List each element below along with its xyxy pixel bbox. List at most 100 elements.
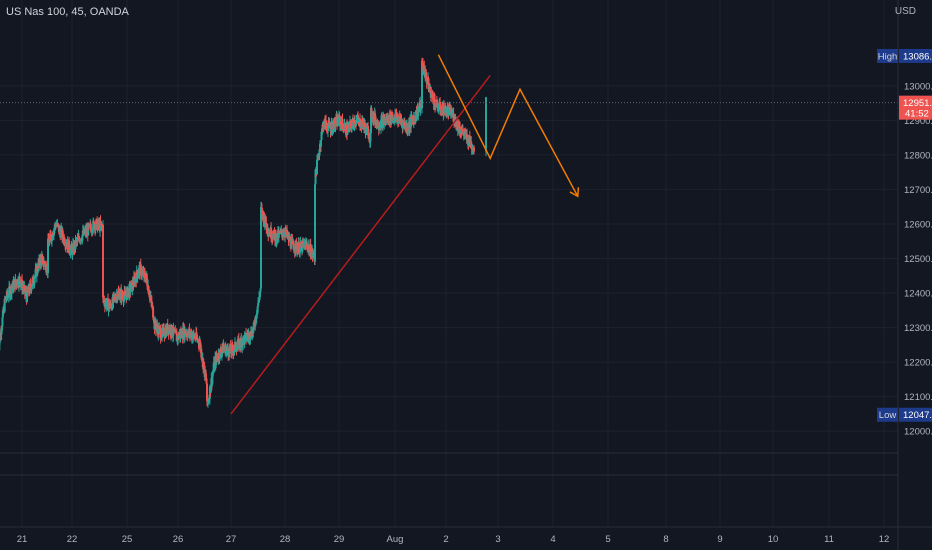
- candle-body: [200, 348, 203, 358]
- candle-body: [290, 239, 293, 249]
- candle-body: [56, 223, 59, 225]
- candle-body: [270, 227, 273, 239]
- candle-body: [320, 131, 323, 141]
- high-value: 13086.4: [903, 51, 932, 62]
- time-tick-label: 26: [173, 534, 184, 545]
- price-tick-label: 12300.0: [904, 323, 932, 334]
- candle-body: [421, 98, 423, 109]
- candle-body: [354, 120, 356, 125]
- candle-body: [159, 329, 162, 340]
- time-tick-label: 4: [550, 534, 555, 545]
- candle-body: [96, 224, 99, 231]
- time-tick-label: 9: [717, 534, 722, 545]
- candle-body: [99, 220, 102, 231]
- time-tick-label: 29: [334, 534, 345, 545]
- candle-body: [206, 386, 208, 402]
- price-tick-label: 12700.0: [904, 185, 932, 196]
- low-value: 12047.6: [903, 410, 932, 421]
- candle-body: [187, 332, 190, 338]
- candle-body: [266, 224, 269, 232]
- price-axis[interactable]: 12000.0 12100.0 12200.0 12300.0 12400.0 12500…: [904, 81, 932, 437]
- drawings[interactable]: [230, 54, 580, 415]
- candle-body: [51, 236, 54, 238]
- candle-body: [136, 270, 139, 275]
- candle-body: [370, 107, 373, 118]
- candle-body: [219, 349, 222, 359]
- candle-body: [327, 125, 329, 132]
- candle-body: [94, 225, 97, 230]
- candle-body: [1, 326, 4, 331]
- candle-body: [468, 135, 471, 143]
- candle-body: [146, 278, 149, 286]
- price-tick-label: 12800.0: [904, 150, 932, 161]
- candle-body: [380, 119, 383, 129]
- candle-body: [68, 240, 71, 251]
- candle-body: [170, 325, 173, 336]
- symbol-title[interactable]: US Nas 100, 45, OANDA: [6, 6, 129, 18]
- candle-body: [202, 358, 205, 370]
- high-label: High: [878, 51, 898, 62]
- candle-body: [277, 231, 280, 238]
- candle-body: [28, 284, 31, 294]
- time-tick-label: 8: [663, 534, 668, 545]
- candle-body: [235, 347, 238, 352]
- candle-body: [1, 317, 4, 327]
- candle-body: [430, 93, 433, 98]
- current-price-value: 12951.2: [903, 98, 932, 109]
- candle-body: [461, 128, 464, 132]
- candle-body: [172, 327, 175, 332]
- time-tick-label: 3: [495, 534, 500, 545]
- candle-body: [466, 133, 469, 138]
- candle-body: [355, 120, 358, 125]
- candle-body: [129, 288, 132, 292]
- candle-body: [137, 275, 140, 278]
- time-tick-label: 2: [443, 534, 448, 545]
- candle-body: [48, 239, 51, 245]
- candle-body: [316, 159, 318, 175]
- candle-body: [273, 229, 276, 234]
- grid-lines: [0, 0, 898, 527]
- candle-body: [47, 238, 49, 273]
- candle-body: [30, 287, 33, 291]
- candle-body: [0, 336, 1, 344]
- candle-body: [174, 330, 177, 333]
- candle-body: [199, 341, 202, 350]
- candle-body: [256, 306, 259, 313]
- candle-body: [14, 279, 17, 283]
- candle-body: [304, 242, 307, 250]
- candle-body: [63, 236, 66, 244]
- candle-body: [318, 149, 321, 156]
- time-tick-label: 25: [122, 534, 133, 545]
- candle-body: [252, 322, 255, 329]
- time-tick-label: Aug: [387, 534, 404, 545]
- candle-body: [18, 276, 21, 282]
- candle-body: [76, 238, 79, 242]
- time-axis[interactable]: 21 22 25 26 27 28 29 Aug 2 3 4 5 8 9 10 11 12: [17, 534, 890, 545]
- candle-body: [351, 123, 353, 129]
- candle-body: [19, 281, 22, 287]
- candle-body: [151, 305, 154, 307]
- price-tick-label: 12900.0: [904, 116, 932, 127]
- candle-body: [1, 310, 4, 318]
- candle-body: [40, 256, 43, 264]
- candle-body: [366, 126, 368, 133]
- candle-body: [166, 324, 169, 334]
- candle-body: [444, 105, 447, 109]
- candle-body: [57, 224, 60, 226]
- price-tick-label: 12200.0: [904, 358, 932, 369]
- candle-body: [359, 118, 361, 128]
- candle-body: [346, 132, 349, 135]
- currency-label: USD: [894, 6, 916, 17]
- projection-path[interactable]: [437, 54, 579, 197]
- candle-body: [260, 206, 262, 283]
- candles: [0, 57, 898, 408]
- candle-body: [417, 109, 420, 116]
- price-tick-label: 13000.0: [904, 81, 932, 92]
- time-tick-label: 21: [17, 534, 28, 545]
- candle-body: [452, 113, 455, 122]
- candle-body: [81, 235, 84, 241]
- trendline[interactable]: [230, 74, 491, 415]
- candle-body: [309, 244, 312, 257]
- price-tick-label: 12500.0: [904, 254, 932, 265]
